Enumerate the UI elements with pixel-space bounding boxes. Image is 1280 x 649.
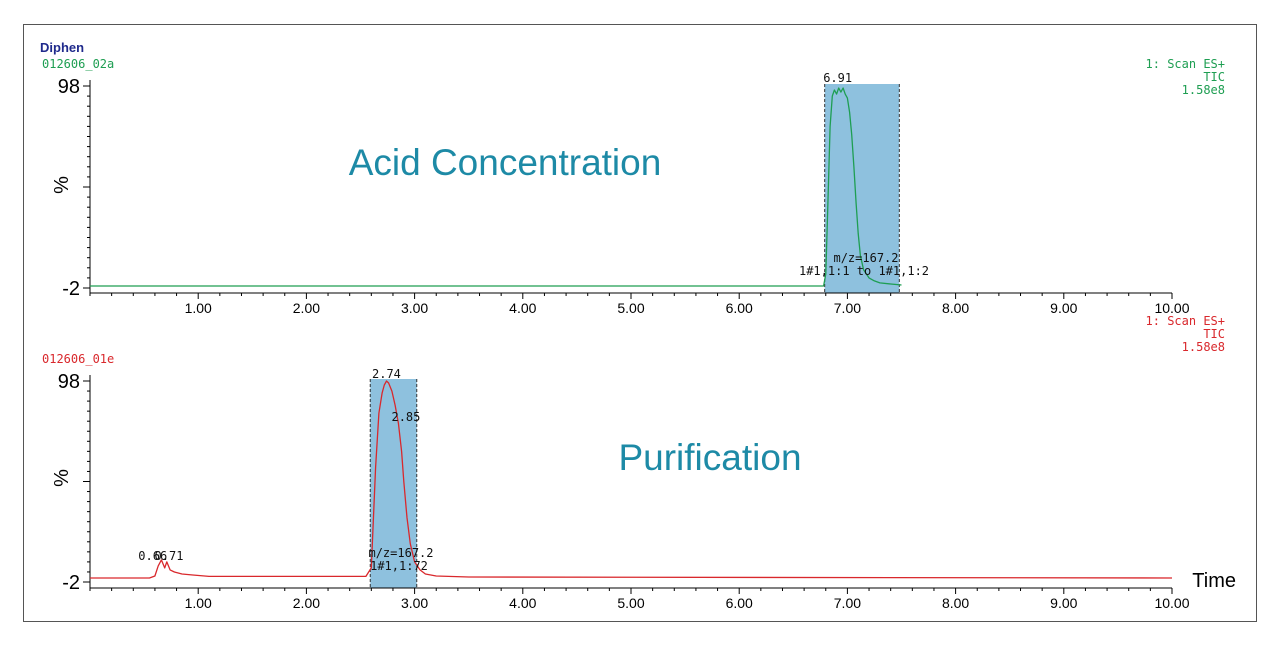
- sample-name: Diphen: [40, 40, 84, 55]
- bottom-file-label: 012606_01e: [42, 352, 114, 366]
- mz-annotation: m/z=167.2: [833, 251, 898, 265]
- mz-annotation: m/z=167.2: [368, 546, 433, 560]
- x-tick-label: 2.00: [293, 300, 320, 316]
- y-tick-label: -2: [62, 278, 80, 300]
- y-tick-label: 98: [58, 76, 80, 98]
- x-tick-label: 5.00: [617, 595, 644, 611]
- x-tick-label: 4.00: [509, 595, 536, 611]
- top-file-label: 012606_02a: [42, 57, 114, 71]
- bottom-panel: 98 -2% 1.00 2.00 3.00 4.00 5.00 6.00 7.00 8.00 9.0…: [51, 314, 1236, 611]
- peak-label: 6.91: [823, 71, 852, 85]
- peak-label: 2.74: [372, 367, 401, 381]
- peak-label: 0.66: [138, 549, 167, 563]
- x-tick-label: 7.00: [834, 595, 861, 611]
- scan-info-line: 1.58e8: [1182, 340, 1225, 354]
- peak-label: 2.85: [391, 410, 420, 424]
- chromatogram-frame: [23, 24, 1257, 622]
- y-axis-label: %: [51, 469, 73, 487]
- x-axis-ticks: [89, 293, 1173, 299]
- y-tick-label: 98: [58, 371, 80, 393]
- top-panel: 98 -2% 1.00 2.00 3.00 4.00 5.00 6.00 7.00 8.00 9.0…: [51, 57, 1225, 316]
- x-tick-label: 9.00: [1050, 300, 1077, 316]
- highlight-band: [370, 379, 417, 588]
- x-tick-label: 8.00: [942, 595, 969, 611]
- x-tick-label: 3.00: [401, 595, 428, 611]
- scan-info-line: 1: Scan ES+: [1146, 57, 1225, 71]
- trace-line: [90, 380, 1173, 579]
- y-axis-ticks: [83, 85, 90, 289]
- x-tick-label: 5.00: [617, 300, 644, 316]
- x-tick-label: 6.00: [726, 300, 753, 316]
- x-tick-label: 1.00: [185, 300, 212, 316]
- x-tick-label: 8.00: [942, 300, 969, 316]
- x-tick-label: 7.00: [834, 300, 861, 316]
- overlay-title: Purification: [618, 437, 801, 478]
- peak-label: 0.71: [155, 549, 184, 563]
- x-tick-label: 1.00: [185, 595, 212, 611]
- overlay-title: Acid Concentration: [349, 142, 662, 183]
- mz-annotation: 1#1,1:1 to 1#1,1:2: [799, 264, 929, 278]
- x-tick-label: 10.00: [1154, 300, 1189, 316]
- scan-info-line: 1.58e8: [1182, 83, 1225, 97]
- x-axis-ticks: [89, 588, 1173, 594]
- scan-info-line: TIC: [1203, 70, 1225, 84]
- x-tick-label: 2.00: [293, 595, 320, 611]
- x-tick-label: 9.00: [1050, 595, 1077, 611]
- x-tick-label: 10.00: [1154, 595, 1189, 611]
- x-tick-label: 3.00: [401, 300, 428, 316]
- scan-info-line: 1: Scan ES+: [1146, 314, 1225, 328]
- x-tick-label: 4.00: [509, 300, 536, 316]
- y-axis-label: %: [51, 176, 73, 194]
- scan-info-line: TIC: [1203, 327, 1225, 341]
- y-tick-label: -2: [62, 572, 80, 594]
- mz-annotation: 1#1,1:72: [370, 559, 428, 573]
- x-axis-label: Time: [1192, 570, 1236, 592]
- highlight-band: [824, 84, 900, 293]
- y-axis-ticks: [83, 380, 90, 583]
- x-tick-label: 6.00: [726, 595, 753, 611]
- trace-line: [90, 87, 902, 287]
